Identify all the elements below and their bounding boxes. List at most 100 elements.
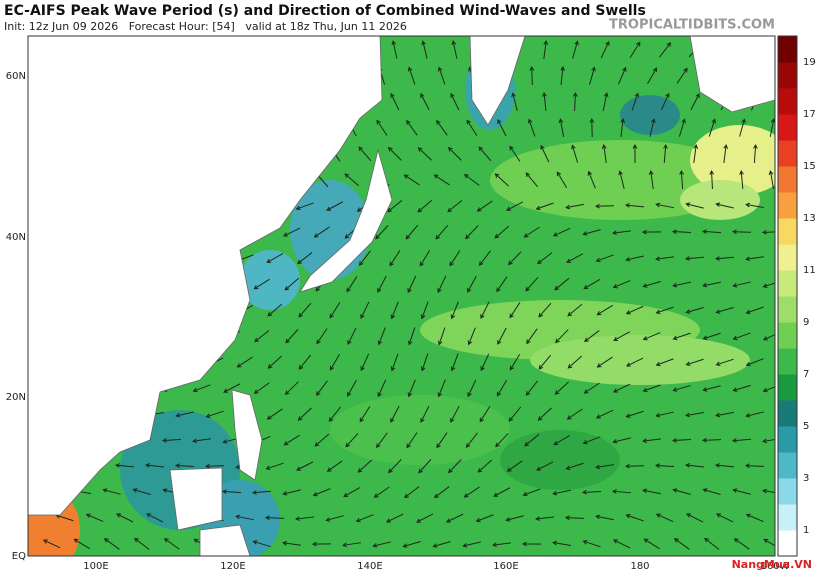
- arrow: [509, 302, 521, 319]
- arrow: [315, 380, 328, 397]
- arrow: [554, 381, 569, 395]
- arrow: [595, 514, 614, 521]
- arrow: [437, 275, 447, 294]
- arrow: [643, 538, 660, 550]
- colorbar-label: 9: [803, 317, 809, 328]
- arrow: [618, 170, 625, 189]
- arrow: [612, 539, 631, 549]
- arrow: [267, 355, 283, 369]
- arrow: [407, 66, 416, 85]
- arrow: [134, 537, 150, 550]
- arrow: [620, 118, 626, 137]
- arrow: [642, 281, 661, 288]
- arrow: [565, 462, 584, 470]
- arrow: [174, 463, 195, 469]
- arrow: [704, 537, 720, 550]
- arrow: [685, 411, 704, 418]
- colorbar-step: [778, 348, 797, 375]
- arrow: [632, 143, 638, 164]
- arrow: [672, 488, 691, 495]
- arrow: [565, 203, 584, 210]
- arrow: [451, 40, 458, 59]
- arrow: [433, 486, 450, 499]
- lon-label: 140E: [357, 561, 382, 572]
- arrow: [163, 538, 180, 550]
- arrow: [672, 281, 691, 288]
- arrow: [685, 202, 704, 209]
- arrow: [476, 200, 493, 212]
- arrow: [625, 410, 644, 418]
- arrow: [390, 301, 399, 320]
- arrow: [641, 229, 662, 235]
- arrow: [739, 169, 744, 190]
- arrow: [601, 144, 607, 163]
- arrow: [761, 229, 775, 235]
- arrow: [298, 354, 312, 370]
- arrow: [116, 513, 134, 523]
- arrow: [282, 489, 301, 496]
- arrow: [731, 438, 752, 443]
- colorbar-label: 5: [803, 421, 809, 432]
- arrow: [612, 437, 631, 444]
- arrow: [342, 542, 361, 548]
- arrow: [266, 253, 284, 263]
- arrow: [282, 227, 301, 237]
- arrow: [655, 358, 674, 367]
- map-frame: [27, 35, 776, 557]
- arrow: [654, 463, 675, 469]
- arrow: [685, 307, 704, 314]
- arrow: [223, 383, 241, 393]
- arrow: [436, 432, 448, 449]
- arrow: [594, 203, 615, 209]
- arrow: [449, 250, 461, 267]
- arrow: [358, 250, 371, 267]
- colorbar-step: [778, 88, 797, 115]
- arrow: [387, 146, 402, 161]
- arrow: [526, 328, 538, 345]
- arrow: [572, 91, 578, 112]
- arrow: [450, 353, 459, 372]
- arrow: [432, 541, 451, 548]
- arrow: [655, 513, 674, 523]
- arrow: [420, 353, 429, 372]
- colorbar-label: 1: [803, 525, 809, 536]
- arrow: [702, 488, 721, 496]
- arrow: [642, 438, 661, 444]
- arrow: [417, 147, 432, 161]
- arrow: [535, 202, 554, 211]
- arrow: [538, 354, 552, 370]
- arrow: [690, 93, 700, 111]
- arrow: [655, 411, 674, 418]
- arrow: [205, 410, 224, 419]
- arrow: [685, 358, 704, 366]
- arrow: [389, 250, 401, 267]
- arrow: [480, 301, 490, 320]
- arrow: [420, 405, 430, 423]
- arrow: [567, 303, 583, 317]
- arrow: [744, 463, 765, 469]
- arrow: [567, 355, 583, 369]
- land: [28, 36, 775, 556]
- arrow: [311, 541, 332, 547]
- lon-label: 160W: [761, 561, 790, 572]
- arrow: [448, 459, 462, 474]
- lon-label: 100E: [83, 561, 108, 572]
- arrow: [437, 66, 446, 85]
- arrow: [316, 328, 328, 345]
- arrow: [360, 301, 370, 320]
- arrow: [329, 302, 341, 319]
- arrow: [583, 382, 600, 394]
- colorbar-label: 15: [803, 161, 816, 172]
- arrow: [745, 256, 764, 262]
- arrow: [672, 332, 691, 341]
- arrow: [602, 92, 609, 111]
- arrow: [554, 277, 570, 291]
- arrow: [673, 538, 690, 550]
- arrow: [477, 459, 493, 473]
- colorbar-step: [778, 36, 797, 63]
- arrow: [465, 225, 479, 240]
- arrow: [571, 40, 579, 59]
- arrow: [745, 513, 764, 522]
- arrow: [496, 380, 508, 397]
